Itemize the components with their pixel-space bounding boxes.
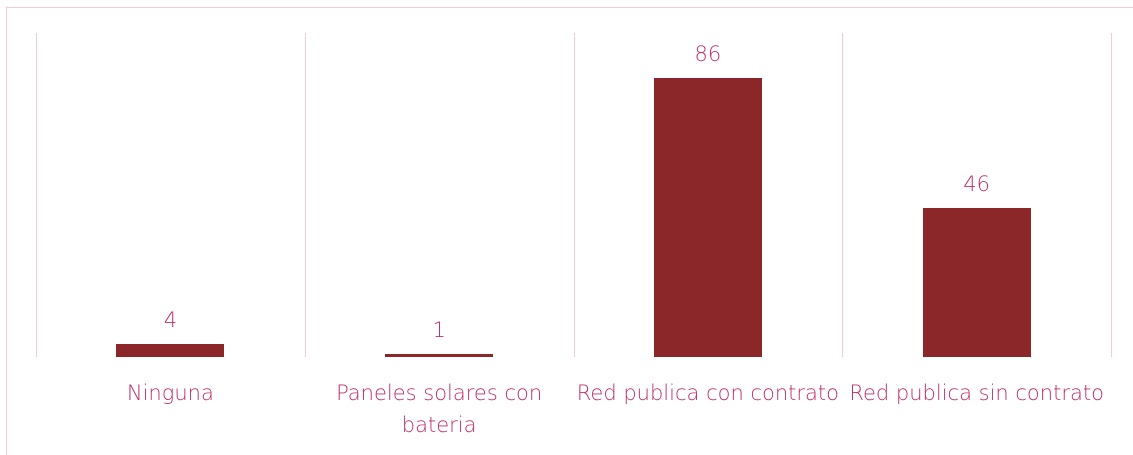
value-label: 4 (163, 308, 178, 333)
category-label: Red publica sin contrato (849, 381, 1104, 405)
bar (653, 78, 762, 357)
frame (6, 7, 1133, 455)
category-label: Red publica con contrato (576, 381, 839, 405)
separator (1111, 33, 1112, 357)
bar (385, 353, 494, 357)
value-label: 1 (432, 317, 446, 342)
separator (36, 33, 37, 357)
category-label: Paneles solares con bateria (336, 381, 543, 437)
value-label: 46 (963, 171, 990, 196)
bar (922, 207, 1031, 357)
value-label: 86 (694, 42, 722, 66)
bar (116, 344, 225, 357)
separator (842, 33, 844, 357)
category-label: Ninguna (126, 381, 214, 405)
separator (304, 33, 306, 357)
separator (573, 33, 575, 357)
